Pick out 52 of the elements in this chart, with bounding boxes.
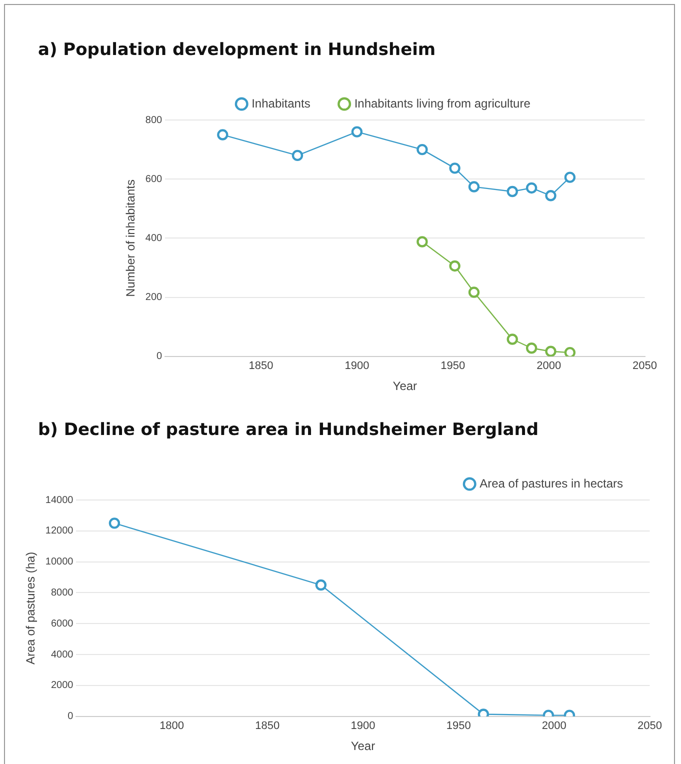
x-axis-title: Year: [392, 379, 418, 394]
y-tick-label: 0: [68, 711, 74, 722]
point: [449, 260, 460, 272]
y-axis-title: Area of pastures (ha): [24, 552, 38, 665]
y-tick-label: 6000: [50, 618, 74, 630]
legend-label: Area of pastures in hectars: [480, 476, 624, 490]
x-tick-label: 1900: [344, 360, 370, 372]
x-tick-label: 1950: [440, 360, 466, 372]
point: [449, 162, 460, 174]
x-tick-label: 1800: [160, 720, 184, 732]
point: [506, 334, 518, 345]
y-tick-label: 400: [145, 232, 163, 244]
y-tick-label: 200: [145, 292, 163, 304]
legend-label: Inhabitants: [252, 96, 310, 110]
y-tick-label: 10000: [45, 556, 74, 568]
chart-title: b) Decline of pasture area in Hundsheimer Bergland: [38, 420, 540, 440]
point: [526, 342, 538, 354]
y-tick-label: 0: [156, 351, 163, 362]
point: [564, 172, 576, 183]
point: [416, 236, 428, 248]
x-tick-label: 1950: [446, 720, 471, 732]
chart-title: a) Population development in Hundsheim: [38, 40, 437, 60]
legend-label: Inhabitants living from agriculture: [354, 96, 531, 110]
y-tick-label: 4000: [50, 649, 74, 660]
y-tick-label: 600: [145, 174, 163, 185]
y-tick-label: 800: [145, 114, 163, 126]
point: [416, 144, 428, 156]
point: [545, 190, 556, 202]
y-tick-label: 8000: [50, 587, 74, 598]
x-tick-label: 2050: [632, 360, 658, 372]
y-tick-label: 2000: [50, 680, 74, 692]
x-tick-label: 1850: [248, 360, 274, 372]
point: [468, 286, 480, 298]
x-axis-title: Year: [350, 739, 376, 754]
point: [217, 129, 228, 140]
point: [108, 518, 120, 529]
point: [526, 182, 538, 194]
y-tick-label: 12000: [45, 526, 74, 537]
y-tick-label: 14000: [45, 494, 74, 506]
x-tick-label: 1850: [255, 720, 280, 732]
point: [315, 579, 327, 591]
point: [545, 346, 556, 356]
point: [564, 346, 576, 356]
y-axis-title: Number of inhabitants: [124, 179, 138, 297]
x-tick-label: 2050: [638, 720, 662, 732]
x-tick-label: 2000: [536, 360, 562, 372]
x-tick-label: 1900: [350, 720, 376, 732]
point: [506, 186, 518, 198]
x-tick-label: 2000: [542, 720, 566, 732]
point: [351, 126, 363, 138]
point: [292, 150, 304, 162]
point: [468, 181, 480, 192]
